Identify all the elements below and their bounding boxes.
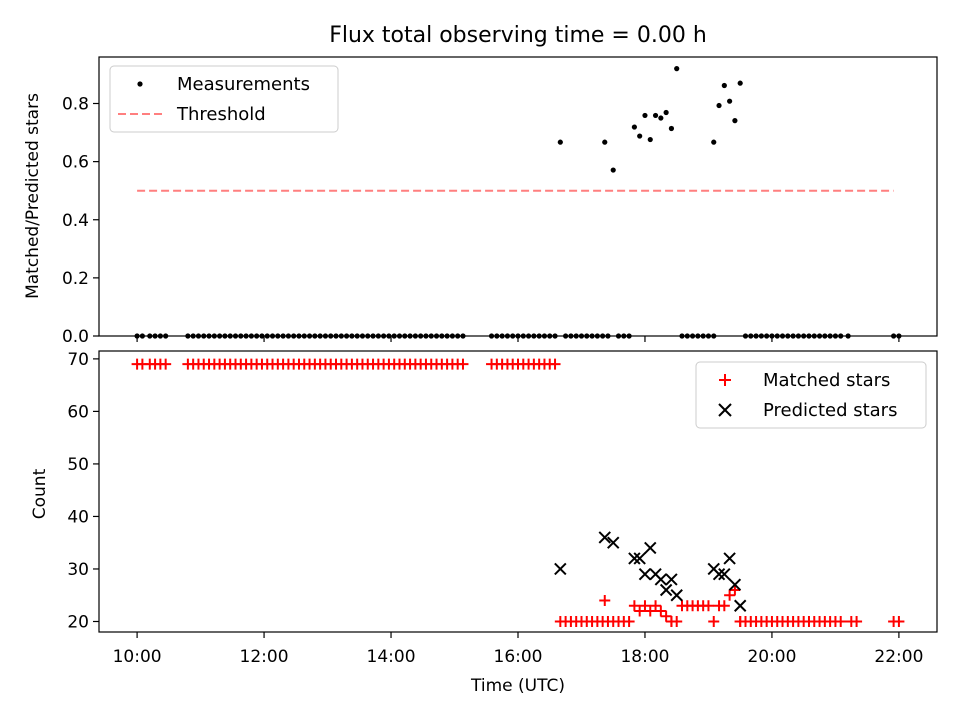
matched-star-point xyxy=(623,615,635,627)
legend-predicted-marker xyxy=(718,403,732,417)
count-panel: 20 30 40 50 60 70 10:00 12:00 14:00 16:00 18:00 20… xyxy=(30,350,938,696)
ratio-y-axis-label: Matched/Predicted stars xyxy=(23,93,43,299)
x-tick-label: 10:00 xyxy=(113,647,162,667)
predicted-star-point xyxy=(598,531,611,544)
matched-star-point xyxy=(729,584,741,596)
measurement-point xyxy=(737,80,743,86)
matched-star-point xyxy=(639,600,651,612)
matched-star-point xyxy=(599,594,611,606)
matched-star-point xyxy=(160,358,172,370)
x-tick-label: 16:00 xyxy=(494,647,543,667)
matched-star-point xyxy=(893,615,905,627)
measurement-point xyxy=(647,136,653,143)
count-y-tick-label: 70 xyxy=(67,350,89,370)
measurement-point xyxy=(674,66,680,72)
predicted-star-point xyxy=(607,536,620,549)
legend-matched-label: Matched stars xyxy=(763,370,890,391)
predicted-star-point xyxy=(670,589,683,602)
predicted-star-point xyxy=(733,599,747,612)
matched-star-point xyxy=(660,610,672,622)
count-y-axis-label: Count xyxy=(30,468,50,519)
x-tick-label: 12:00 xyxy=(240,647,289,667)
ratio-y-tick-label: 0.8 xyxy=(62,95,89,115)
x-tick-label: 20:00 xyxy=(747,647,796,667)
matched-star-point xyxy=(724,589,736,601)
matched-star-point xyxy=(851,615,863,627)
ratio-y-axis: 0.0 0.2 0.4 0.6 0.8 xyxy=(62,95,99,347)
measurement-point xyxy=(631,124,637,130)
predicted-star-point xyxy=(644,541,657,555)
legend-threshold-label: Threshold xyxy=(176,104,266,125)
matched-star-point xyxy=(708,615,720,627)
measurement-point xyxy=(642,112,648,119)
count-y-tick-label: 50 xyxy=(67,455,89,475)
count-marks xyxy=(131,358,905,627)
predicted-star-point xyxy=(728,578,742,591)
measurement-point xyxy=(610,167,616,173)
matched-star-point xyxy=(665,615,677,627)
predicted-star-point xyxy=(633,552,646,565)
matched-star-point xyxy=(644,605,656,617)
count-legend-box xyxy=(695,361,927,429)
matched-star-point xyxy=(628,600,640,612)
ratio-legend: Measurements Threshold xyxy=(109,65,339,133)
x-tick-label: 22:00 xyxy=(874,647,923,667)
figure-title: Flux total observing time = 0.00 h xyxy=(329,23,707,48)
measurement-point xyxy=(637,133,643,139)
x-tick-label: 14:00 xyxy=(367,647,416,667)
measurement-point xyxy=(652,112,659,119)
predicted-star-point xyxy=(712,568,726,581)
predicted-star-point xyxy=(665,573,678,586)
matched-star-point xyxy=(835,615,847,627)
count-y-tick-label: 40 xyxy=(67,507,89,527)
x-tick-label: 18:00 xyxy=(620,647,669,667)
matched-star-point xyxy=(718,600,730,612)
count-y-tick-label: 60 xyxy=(67,402,89,422)
ratio-panel: 0.00.20.40.60.8 Matched/Predicted stars … xyxy=(23,56,938,347)
matched-star-point xyxy=(634,605,646,617)
ratio-y-tick-label: 0.2 xyxy=(62,269,89,289)
predicted-star-point xyxy=(628,552,641,565)
count-y-axis: 20 30 40 50 60 70 xyxy=(67,350,99,632)
ratio-y-tick-label: 0.4 xyxy=(62,211,89,231)
measurement-point xyxy=(557,139,563,145)
measurement-point xyxy=(668,125,675,132)
ratio-legend-box xyxy=(109,65,339,133)
predicted-star-point xyxy=(659,583,673,597)
predicted-star-point xyxy=(554,562,567,576)
legend-matched-marker xyxy=(719,374,731,386)
predicted-star-point xyxy=(723,552,736,565)
legend-measurements-label: Measurements xyxy=(177,74,310,95)
x-axis-label: Time (UTC) xyxy=(470,676,565,696)
predicted-star-point xyxy=(654,573,668,586)
matched-star-point xyxy=(549,358,561,370)
matched-star-point xyxy=(702,600,714,612)
ratio-y-tick-label: 0.0 xyxy=(62,327,89,347)
measurement-point xyxy=(732,118,738,124)
ratio-y-tick-label: 0.6 xyxy=(62,153,89,173)
ratio-x-axis xyxy=(136,336,900,342)
measurement-point xyxy=(721,82,727,89)
legend-measurements-marker xyxy=(137,81,143,87)
measurement-point xyxy=(711,139,717,145)
measurement-point xyxy=(727,98,733,104)
predicted-star-point xyxy=(718,568,731,581)
matched-star-point xyxy=(655,605,667,617)
matched-star-point xyxy=(457,358,469,370)
matched-star-point xyxy=(650,600,662,612)
predicted-star-point xyxy=(638,568,652,581)
count-legend: Matched stars Predicted stars xyxy=(695,361,927,429)
count-y-tick-label: 30 xyxy=(67,560,89,580)
count-y-tick-label: 20 xyxy=(67,612,89,632)
count-x-axis: 10:00 12:00 14:00 16:00 18:00 20:00 22:00 xyxy=(113,632,923,667)
measurement-point xyxy=(602,139,608,145)
matched-star-point xyxy=(734,615,746,627)
legend-predicted-label: Predicted stars xyxy=(763,400,897,421)
measurement-point xyxy=(658,115,664,121)
measurement-point xyxy=(716,102,722,109)
measurement-point xyxy=(663,109,669,116)
